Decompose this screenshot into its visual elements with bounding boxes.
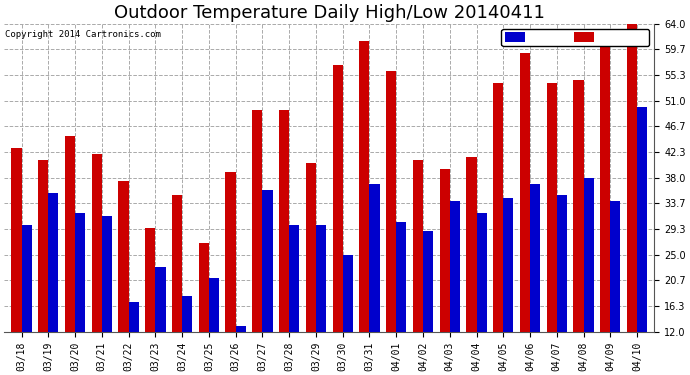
Bar (128, 302, 139, 375)
Bar (145, 228, 155, 375)
Bar (155, 267, 166, 375)
Bar (396, 222, 406, 375)
Bar (209, 278, 219, 375)
Bar (466, 157, 477, 375)
Bar (573, 80, 584, 375)
Bar (584, 178, 593, 375)
Bar (92, 154, 102, 375)
Bar (440, 169, 450, 375)
Bar (503, 198, 513, 375)
Bar (65, 136, 75, 375)
Bar (172, 195, 182, 375)
Bar (557, 195, 567, 375)
Bar (477, 213, 486, 375)
Bar (450, 201, 460, 375)
Bar (333, 65, 343, 375)
Bar (359, 42, 369, 375)
Bar (423, 231, 433, 375)
Bar (600, 36, 611, 375)
Bar (48, 192, 59, 375)
Bar (520, 53, 530, 375)
Bar (75, 213, 86, 375)
Bar (343, 255, 353, 375)
Text: Copyright 2014 Cartronics.com: Copyright 2014 Cartronics.com (6, 30, 161, 39)
Bar (182, 296, 193, 375)
Bar (316, 225, 326, 375)
Bar (627, 24, 637, 375)
Bar (279, 110, 289, 375)
Bar (369, 184, 380, 375)
Bar (530, 184, 540, 375)
Bar (386, 71, 396, 375)
Bar (493, 83, 503, 375)
Title: Outdoor Temperature Daily High/Low 20140411: Outdoor Temperature Daily High/Low 20140… (114, 4, 545, 22)
Bar (262, 190, 273, 375)
Bar (306, 163, 316, 375)
Bar (413, 160, 423, 375)
Bar (38, 160, 48, 375)
Bar (546, 83, 557, 375)
Legend: Low  (°F), High  (°F): Low (°F), High (°F) (502, 29, 649, 46)
Bar (611, 201, 620, 375)
Bar (102, 216, 112, 375)
Bar (289, 225, 299, 375)
Bar (236, 326, 246, 375)
Bar (21, 225, 32, 375)
Bar (637, 106, 647, 375)
Bar (199, 243, 209, 375)
Bar (119, 181, 128, 375)
Bar (253, 110, 262, 375)
Bar (12, 148, 21, 375)
Bar (226, 172, 236, 375)
